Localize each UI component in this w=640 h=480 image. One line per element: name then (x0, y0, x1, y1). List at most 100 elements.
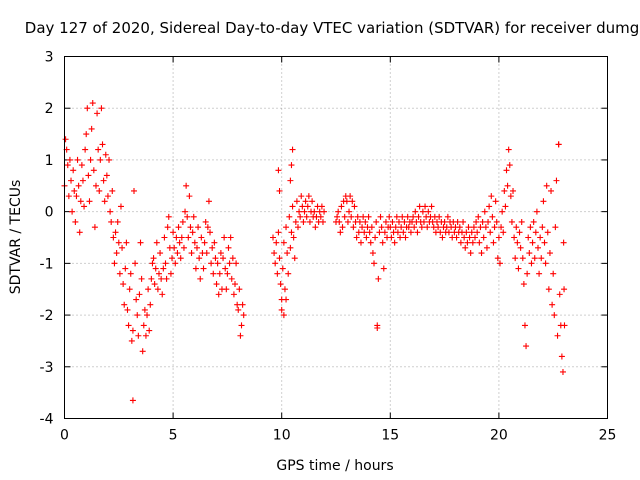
data-point (550, 270, 557, 277)
data-point (281, 286, 288, 293)
data-point (136, 291, 143, 298)
data-point (68, 177, 75, 184)
y-tick-label: 0 (45, 205, 54, 221)
data-point (399, 213, 406, 220)
data-point (239, 301, 246, 308)
data-point (230, 291, 237, 298)
data-point (111, 260, 118, 267)
data-point (190, 213, 197, 220)
data-point (185, 234, 192, 241)
data-point (275, 229, 282, 236)
data-point (275, 167, 282, 174)
data-point (457, 239, 464, 246)
data-point (288, 229, 295, 236)
data-point (197, 275, 204, 282)
data-point (127, 270, 134, 277)
data-point (94, 110, 101, 117)
data-point (151, 281, 158, 288)
x-tick-label: 0 (60, 428, 69, 444)
data-point (187, 224, 194, 231)
data-point (514, 239, 521, 246)
data-point (378, 224, 385, 231)
data-point (380, 265, 387, 272)
data-point (274, 270, 281, 277)
data-point (108, 218, 115, 225)
data-point (454, 218, 461, 225)
data-point (298, 193, 305, 200)
data-point (279, 265, 286, 272)
data-point (478, 250, 485, 257)
data-point (228, 275, 235, 282)
data-point (456, 224, 463, 231)
data-point (232, 281, 239, 288)
data-point (360, 213, 367, 220)
data-point (162, 260, 169, 267)
data-point (84, 105, 91, 112)
data-point (347, 193, 354, 200)
data-point (238, 322, 245, 329)
data-point (123, 239, 130, 246)
data-point (339, 224, 346, 231)
data-point (527, 224, 534, 231)
data-point (402, 234, 409, 241)
data-point (88, 125, 95, 132)
data-point (89, 100, 96, 107)
data-point (235, 306, 242, 313)
data-point (277, 281, 284, 288)
y-tick-label: 3 (45, 50, 54, 66)
data-point (76, 229, 83, 236)
data-point (424, 224, 431, 231)
data-point (505, 146, 512, 153)
data-point (86, 198, 93, 205)
data-point (508, 218, 515, 225)
data-point (300, 218, 307, 225)
data-point (530, 218, 537, 225)
data-point (357, 239, 364, 246)
data-point (561, 322, 568, 329)
data-point (359, 224, 366, 231)
data-point (393, 213, 400, 220)
data-point (306, 218, 313, 225)
data-point (523, 343, 530, 350)
data-point (369, 250, 376, 257)
data-point (467, 250, 474, 257)
data-point (179, 218, 186, 225)
data-point (372, 234, 379, 241)
data-point (502, 203, 509, 210)
data-point (97, 156, 104, 163)
data-point (79, 177, 86, 184)
data-point (461, 234, 468, 241)
data-point (280, 312, 287, 319)
data-point (515, 265, 522, 272)
data-point (124, 306, 131, 313)
data-point (334, 213, 341, 220)
data-point (365, 213, 372, 220)
data-point (210, 270, 217, 277)
data-point (211, 239, 218, 246)
data-point (214, 260, 221, 267)
data-point (346, 208, 353, 215)
data-point (203, 250, 210, 257)
data-point (119, 244, 126, 251)
data-point (389, 218, 396, 225)
data-point (139, 348, 146, 355)
data-point (549, 301, 556, 308)
data-point (101, 198, 108, 205)
data-point (486, 203, 493, 210)
data-point (534, 244, 541, 251)
data-point (75, 182, 82, 189)
data-point (198, 234, 205, 241)
data-point (96, 187, 103, 194)
data-point (283, 224, 290, 231)
data-point (436, 213, 443, 220)
data-point (493, 218, 500, 225)
y-tick-label: -2 (40, 308, 54, 324)
data-point (294, 224, 301, 231)
data-point (466, 234, 473, 241)
data-point (536, 270, 543, 277)
data-point (405, 224, 412, 231)
data-point (207, 229, 214, 236)
data-point (516, 229, 523, 236)
data-point (272, 260, 279, 267)
